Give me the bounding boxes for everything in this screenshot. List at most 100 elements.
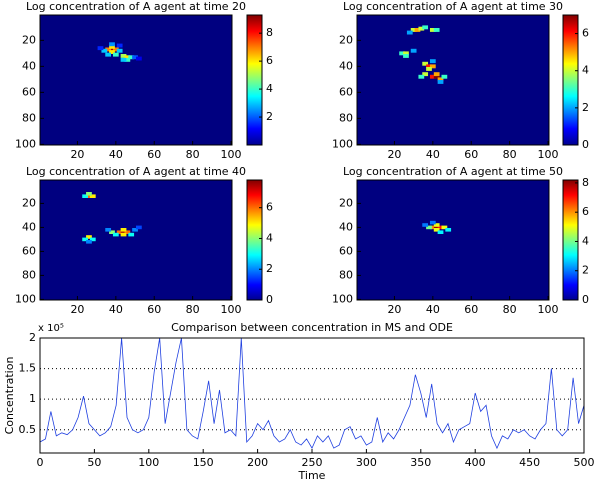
- heat-cell: [120, 228, 127, 232]
- heat-cell: [109, 42, 115, 47]
- axes-box: [39, 337, 585, 454]
- heat-cell: [120, 232, 127, 237]
- heat-cell: [86, 240, 92, 244]
- y-tick-label: 40: [339, 59, 353, 72]
- colorbar-tick-label: 0: [266, 293, 273, 306]
- x-tick-label: 150: [193, 456, 214, 469]
- chart-title: Log concentration of A agent at time 30: [343, 0, 563, 13]
- heat-cell: [418, 26, 425, 31]
- colorbar: [246, 179, 263, 301]
- heatmap-background: [40, 15, 232, 145]
- heat-cell: [97, 46, 104, 51]
- heat-cell: [399, 51, 405, 56]
- heat-cell: [109, 50, 115, 54]
- heat-cell: [105, 47, 112, 52]
- x-tick-label: 20: [70, 303, 84, 316]
- heat-cell: [437, 77, 444, 82]
- heat-cell: [116, 230, 123, 234]
- y-tick-label: 20: [22, 196, 36, 209]
- heat-cell: [124, 57, 131, 62]
- heat-cell: [109, 44, 115, 49]
- y-tick-label: 100: [332, 292, 353, 305]
- heat-cell: [429, 220, 436, 225]
- colorbar-tick-label: 2: [266, 110, 273, 123]
- colorbar-tick-label: 6: [266, 201, 273, 214]
- colorbar-tick-label: 0: [582, 138, 589, 151]
- heat-cell: [418, 74, 425, 79]
- heat-cell: [120, 230, 127, 234]
- y-tick-label: 20: [339, 196, 353, 209]
- x-tick-label: 100: [221, 303, 242, 316]
- x-tick-label: 60: [147, 148, 161, 161]
- axes-box: [356, 14, 550, 146]
- colorbar-tick-label: 4: [266, 231, 273, 244]
- colorbar-tick-label: 2: [582, 101, 589, 114]
- colorbar: [562, 179, 579, 301]
- chart-title: Log concentration of A agent at time 40: [26, 165, 246, 178]
- x-tick-label: 500: [574, 456, 595, 469]
- x-axis-label: Time: [298, 469, 326, 482]
- x-tick-label: 20: [387, 148, 401, 161]
- heat-cell: [429, 64, 436, 69]
- y-tick-label: 2: [29, 331, 36, 344]
- colorbar-tick-label: 4: [582, 234, 589, 247]
- y-tick-label: 100: [332, 137, 353, 150]
- axes-box: [39, 179, 233, 301]
- heat-cell: [403, 54, 409, 58]
- x-tick-label: 60: [464, 148, 478, 161]
- y-tick-label: 0.5: [19, 423, 37, 436]
- heat-cell: [86, 192, 92, 196]
- heat-cell: [441, 74, 448, 79]
- heat-cell: [112, 52, 119, 57]
- y-tick-label: 80: [22, 268, 36, 281]
- x-tick-label: 100: [538, 148, 559, 161]
- data-line: [40, 338, 584, 450]
- x-tick-label: 100: [138, 456, 159, 469]
- heat-cell: [429, 225, 436, 230]
- colorbar-tick-label: 6: [582, 27, 589, 40]
- heatmap-background: [357, 15, 549, 145]
- y-tick-label: 40: [22, 220, 36, 233]
- y-tick-label: 60: [22, 85, 36, 98]
- chart-title: Log concentration of A agent at time 50: [343, 165, 563, 178]
- heat-cell: [433, 72, 440, 77]
- heat-cell: [124, 55, 131, 60]
- heat-cell: [414, 28, 421, 32]
- x-tick-label: 0: [37, 456, 44, 469]
- heat-cell: [441, 225, 448, 230]
- x-tick-label: 60: [147, 303, 161, 316]
- heat-cell: [124, 230, 131, 234]
- heat-cell: [112, 232, 119, 237]
- heat-cell: [116, 43, 123, 48]
- heat-cell: [101, 48, 108, 53]
- heat-cell: [429, 74, 436, 79]
- heat-cell: [422, 72, 429, 77]
- y-axis-label: Concentration: [3, 357, 16, 435]
- x-tick-label: 200: [247, 456, 268, 469]
- heat-cell: [429, 28, 436, 32]
- heat-cell: [86, 235, 92, 239]
- heat-cell: [422, 223, 429, 227]
- colorbar-tick-label: 6: [266, 54, 273, 67]
- heat-cell: [433, 228, 440, 232]
- y-tick-label: 80: [339, 111, 353, 124]
- y-tick-label: 100: [15, 137, 36, 150]
- heat-cell: [410, 28, 417, 32]
- y-tick-label: 80: [22, 111, 36, 124]
- heat-cell: [109, 47, 115, 52]
- heat-cell: [429, 59, 436, 64]
- heat-cell: [426, 225, 432, 230]
- heat-cell: [410, 48, 417, 53]
- heat-cell: [437, 230, 444, 234]
- y-tick-label: 1.5: [19, 362, 37, 375]
- x-tick-label: 400: [465, 456, 486, 469]
- y-multiplier: x 10⁵: [38, 323, 64, 334]
- colorbar-tick-label: 2: [266, 262, 273, 275]
- heat-cell: [116, 48, 123, 53]
- heatmap-background: [40, 180, 232, 300]
- heat-cell: [128, 55, 135, 60]
- y-tick-label: 40: [22, 59, 36, 72]
- x-tick-label: 40: [426, 148, 440, 161]
- heat-cell: [433, 74, 440, 79]
